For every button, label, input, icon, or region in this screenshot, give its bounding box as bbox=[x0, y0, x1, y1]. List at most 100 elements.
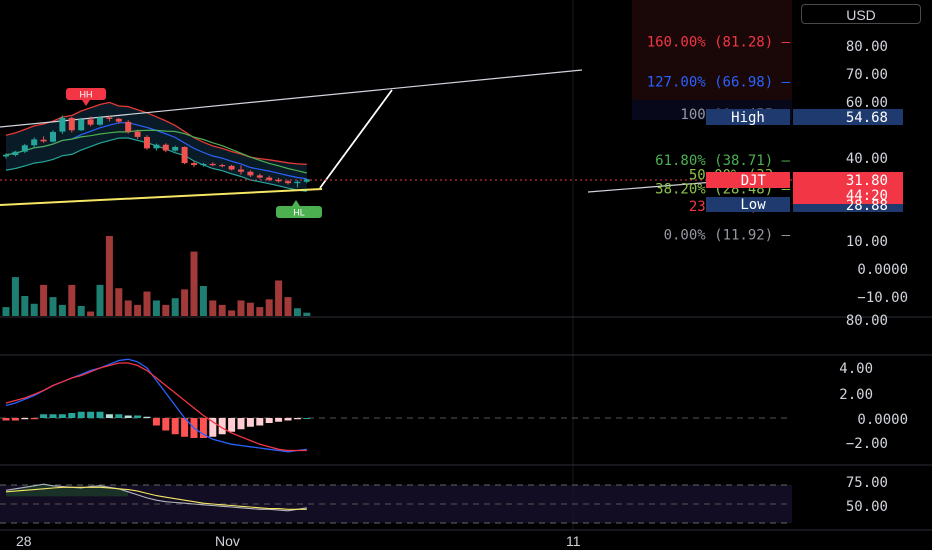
volume-bar bbox=[143, 291, 151, 316]
volume-bar bbox=[228, 310, 236, 316]
fib-level-label: 160.00% (81.28) — bbox=[647, 34, 791, 50]
volume-bar bbox=[96, 284, 104, 316]
macd-histogram-bar bbox=[2, 418, 10, 421]
price-axis[interactable]: 80.00 70.00 60.00 40.00 10.00 0.0000 −10… bbox=[846, 39, 908, 329]
rsi-axis[interactable]: 75.00 50.00 bbox=[846, 475, 888, 515]
macd-histogram-bar bbox=[11, 418, 19, 421]
macd-histogram-bar bbox=[171, 418, 179, 435]
macd-histogram-bar bbox=[40, 414, 48, 418]
ticker-tag-label: DJT bbox=[741, 173, 767, 189]
volume-bar bbox=[218, 304, 226, 316]
candle-body bbox=[115, 118, 122, 122]
volume-bar bbox=[49, 297, 57, 316]
candle-body bbox=[209, 163, 216, 166]
high-tag: High 54.68 bbox=[706, 109, 903, 126]
candle-body bbox=[59, 117, 66, 132]
volume-bar bbox=[256, 307, 264, 316]
macd-histogram-bar bbox=[303, 418, 311, 419]
macd-histogram-bar bbox=[77, 411, 85, 418]
bollinger-upper-line bbox=[5, 101, 307, 165]
volume-bar bbox=[246, 302, 254, 316]
low-tag-label: Low bbox=[740, 197, 766, 213]
volume-bar bbox=[199, 286, 207, 316]
macd-histogram-bar bbox=[96, 411, 104, 418]
candle-body bbox=[3, 154, 9, 157]
macd-histogram-bar bbox=[143, 416, 151, 418]
candle-body bbox=[40, 139, 47, 142]
hh-tag: HH bbox=[66, 88, 106, 106]
macd-histogram-bar bbox=[293, 418, 301, 420]
macd-histogram-bar bbox=[21, 418, 29, 420]
low-tag-value: 28.88 bbox=[846, 198, 888, 214]
volume-bar bbox=[30, 303, 38, 316]
volume-bar bbox=[58, 304, 66, 316]
volume-bar bbox=[115, 288, 123, 316]
price-tick: 0.0000 bbox=[857, 262, 908, 278]
date-tick: Nov bbox=[215, 533, 240, 549]
macd-histogram-bar bbox=[237, 418, 245, 430]
rsi-ma-line bbox=[5, 486, 307, 510]
volume-bar bbox=[284, 297, 292, 316]
macd-histogram-bar bbox=[30, 418, 38, 420]
volume-bar bbox=[190, 251, 198, 316]
fib-level-label: 127.00% (66.98) — bbox=[647, 74, 791, 90]
volume-bar bbox=[152, 300, 160, 316]
volume-bar bbox=[275, 280, 283, 316]
candle-body bbox=[294, 181, 301, 184]
candle-body bbox=[144, 136, 150, 149]
macd-tick: 0.0000 bbox=[857, 412, 908, 428]
rsi-tick: 75.00 bbox=[846, 475, 888, 491]
macd-histogram-bar bbox=[134, 415, 142, 418]
macd-histogram-bar bbox=[256, 418, 264, 426]
high-tag-label: High bbox=[731, 110, 765, 126]
macd-histogram-bar bbox=[124, 415, 132, 418]
candle-body bbox=[228, 165, 235, 170]
candle-body bbox=[106, 117, 113, 119]
date-tick: 11 bbox=[566, 533, 581, 549]
macd-histogram-bar bbox=[87, 411, 95, 418]
volume-bar bbox=[11, 277, 19, 316]
volume-bar bbox=[265, 299, 273, 316]
volume-bar bbox=[68, 284, 76, 316]
date-axis[interactable]: 28 Nov 11 bbox=[16, 533, 581, 549]
candle-body bbox=[275, 179, 282, 182]
candle-body bbox=[153, 144, 160, 149]
macd-histogram-bar bbox=[58, 414, 66, 418]
price-tick: −10.00 bbox=[857, 290, 908, 306]
macd-histogram-bar bbox=[105, 414, 113, 418]
candle-body bbox=[162, 144, 169, 151]
macd-histogram-bar bbox=[284, 418, 292, 421]
low-tag: Low 28.88 bbox=[706, 197, 903, 214]
fib-zone-red bbox=[632, 0, 792, 100]
candle-body bbox=[266, 177, 273, 180]
candlestick-series bbox=[3, 115, 310, 188]
macd-histogram-bar bbox=[265, 418, 273, 423]
bar-countdown: 44:20 bbox=[846, 188, 888, 204]
candle-body bbox=[134, 131, 141, 137]
currency-button[interactable]: USD bbox=[801, 4, 921, 24]
volume-bar bbox=[77, 306, 85, 316]
high-tag-value: 54.68 bbox=[846, 110, 888, 126]
fib-level-label: 0.00% (11.92) — bbox=[664, 228, 791, 244]
price-tick: 70.00 bbox=[846, 67, 888, 83]
hl-label: HL bbox=[293, 208, 305, 218]
ticker-tag: DJT 31.80 44:20 bbox=[706, 172, 903, 204]
volume-bar bbox=[21, 296, 29, 316]
price-tick: 80.00 bbox=[846, 39, 888, 55]
macd-histogram-bar bbox=[181, 418, 189, 437]
fib-level-label: 61.80% (38.71) — bbox=[655, 153, 790, 169]
candle-body bbox=[68, 117, 75, 131]
candle-body bbox=[285, 181, 291, 184]
macd-signal-line bbox=[5, 362, 307, 452]
volume-series bbox=[2, 236, 311, 316]
macd-histogram-bar bbox=[209, 418, 217, 437]
macd-histogram-bar bbox=[152, 418, 160, 426]
candle-body bbox=[238, 169, 244, 172]
macd-histogram-bar bbox=[218, 418, 226, 435]
macd-histogram-bar bbox=[68, 413, 76, 418]
macd-axis[interactable]: 4.00 2.00 0.0000 −2.00 bbox=[839, 361, 908, 452]
date-tick: 28 bbox=[16, 533, 32, 549]
candle-body bbox=[172, 146, 179, 151]
projection-line bbox=[319, 89, 393, 189]
